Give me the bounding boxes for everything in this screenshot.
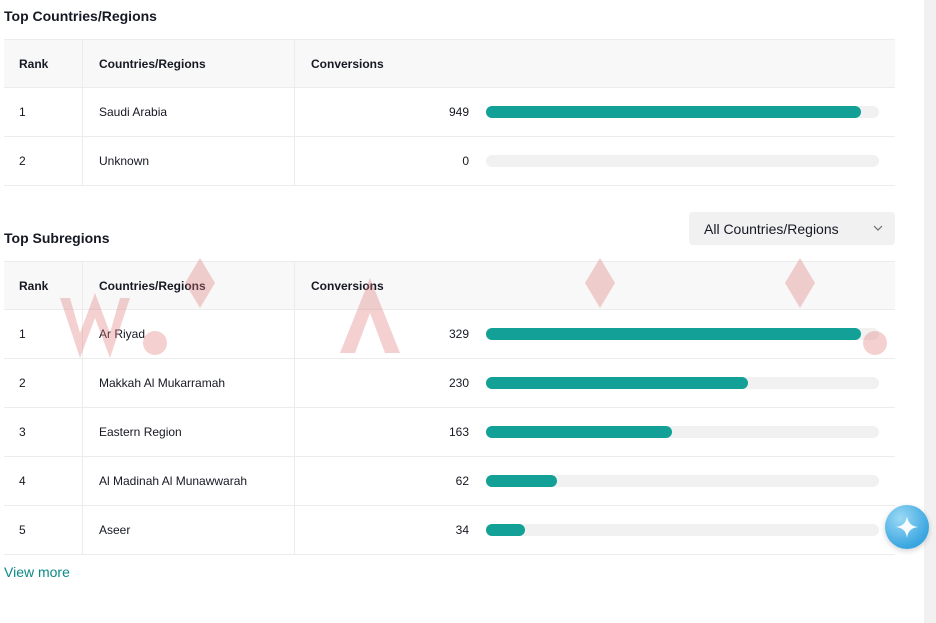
section-title-subregions: Top Subregions: [4, 230, 110, 246]
conversions-value: 230: [448, 376, 469, 390]
country-filter-dropdown[interactable]: All Countries/Regions: [689, 212, 895, 245]
conversions-cell: 230: [295, 359, 895, 407]
rank-cell: 2: [4, 137, 83, 185]
region-name-cell: Al Madinah Al Munawwarah: [83, 457, 295, 505]
sparkle-icon: [896, 516, 918, 538]
conversions-bar-track: [486, 524, 879, 536]
table-row: 3 Eastern Region 163: [4, 408, 895, 457]
conversions-value: 163: [448, 425, 469, 439]
subregions-table: Rank Countries/Regions Conversions 1 Ar R…: [4, 261, 895, 555]
conversions-bar-fill: [486, 377, 749, 389]
conversions-cell: 949: [295, 88, 895, 136]
conversions-cell: 329: [295, 310, 895, 358]
header-rank: Rank: [4, 40, 83, 87]
header-name: Countries/Regions: [83, 40, 295, 87]
conversions-bar-fill: [486, 106, 862, 118]
conversions-bar-track: [486, 377, 879, 389]
conversions-cell: 163: [295, 408, 895, 456]
conversions-value: 949: [448, 105, 469, 119]
scrollbar-track[interactable]: [924, 0, 936, 623]
table-header-row: Rank Countries/Regions Conversions: [4, 261, 895, 310]
section-title-countries: Top Countries/Regions: [4, 8, 157, 24]
conversions-value: 0: [462, 154, 469, 168]
rank-cell: 1: [4, 88, 83, 136]
view-more-link[interactable]: View more: [4, 564, 70, 580]
conversions-bar-track: [486, 475, 879, 487]
region-name-cell: Unknown: [83, 137, 295, 185]
rank-cell: 2: [4, 359, 83, 407]
table-row: 2 Unknown 0: [4, 137, 895, 186]
region-name-cell: Aseer: [83, 506, 295, 554]
region-name-cell: Saudi Arabia: [83, 88, 295, 136]
conversions-bar-track: [486, 328, 879, 340]
rank-cell: 5: [4, 506, 83, 554]
subregions-table-body: 1 Ar Riyad 329 2 Makkah Al Mukarramah 230 3 Eas…: [4, 310, 895, 555]
conversions-cell: 62: [295, 457, 895, 505]
countries-table: Rank Countries/Regions Conversions 1 Saud…: [4, 39, 895, 186]
header-rank: Rank: [4, 262, 83, 309]
conversions-value: 329: [448, 327, 469, 341]
country-filter-value: All Countries/Regions: [704, 220, 839, 237]
region-name-cell: Eastern Region: [83, 408, 295, 456]
rank-cell: 3: [4, 408, 83, 456]
region-name-cell: Ar Riyad: [83, 310, 295, 358]
region-name-cell: Makkah Al Mukarramah: [83, 359, 295, 407]
table-row: 5 Aseer 34: [4, 506, 895, 555]
header-conversions: Conversions: [311, 278, 384, 293]
rank-cell: 1: [4, 310, 83, 358]
conversions-bar-track: [486, 426, 879, 438]
rank-cell: 4: [4, 457, 83, 505]
conversions-cell: 0: [295, 137, 895, 185]
conversions-cell: 34: [295, 506, 895, 554]
conversions-bar-track: [486, 106, 879, 118]
conversions-bar-fill: [486, 426, 672, 438]
table-row: 4 Al Madinah Al Munawwarah 62: [4, 457, 895, 506]
conversions-bar-track: [486, 155, 879, 167]
conversions-value: 62: [455, 474, 469, 488]
conversions-value: 34: [455, 523, 469, 537]
table-header-row: Rank Countries/Regions Conversions: [4, 39, 895, 88]
conversions-bar-fill: [486, 524, 525, 536]
chevron-down-icon: [873, 225, 883, 231]
conversions-bar-fill: [486, 328, 862, 340]
countries-table-body: 1 Saudi Arabia 949 2 Unknown 0: [4, 88, 895, 186]
assistant-button[interactable]: [885, 505, 929, 549]
conversions-bar-fill: [486, 475, 557, 487]
header-conversions: Conversions: [311, 56, 384, 71]
table-row: 1 Ar Riyad 329: [4, 310, 895, 359]
header-name: Countries/Regions: [83, 262, 295, 309]
table-row: 2 Makkah Al Mukarramah 230: [4, 359, 895, 408]
table-row: 1 Saudi Arabia 949: [4, 88, 895, 137]
